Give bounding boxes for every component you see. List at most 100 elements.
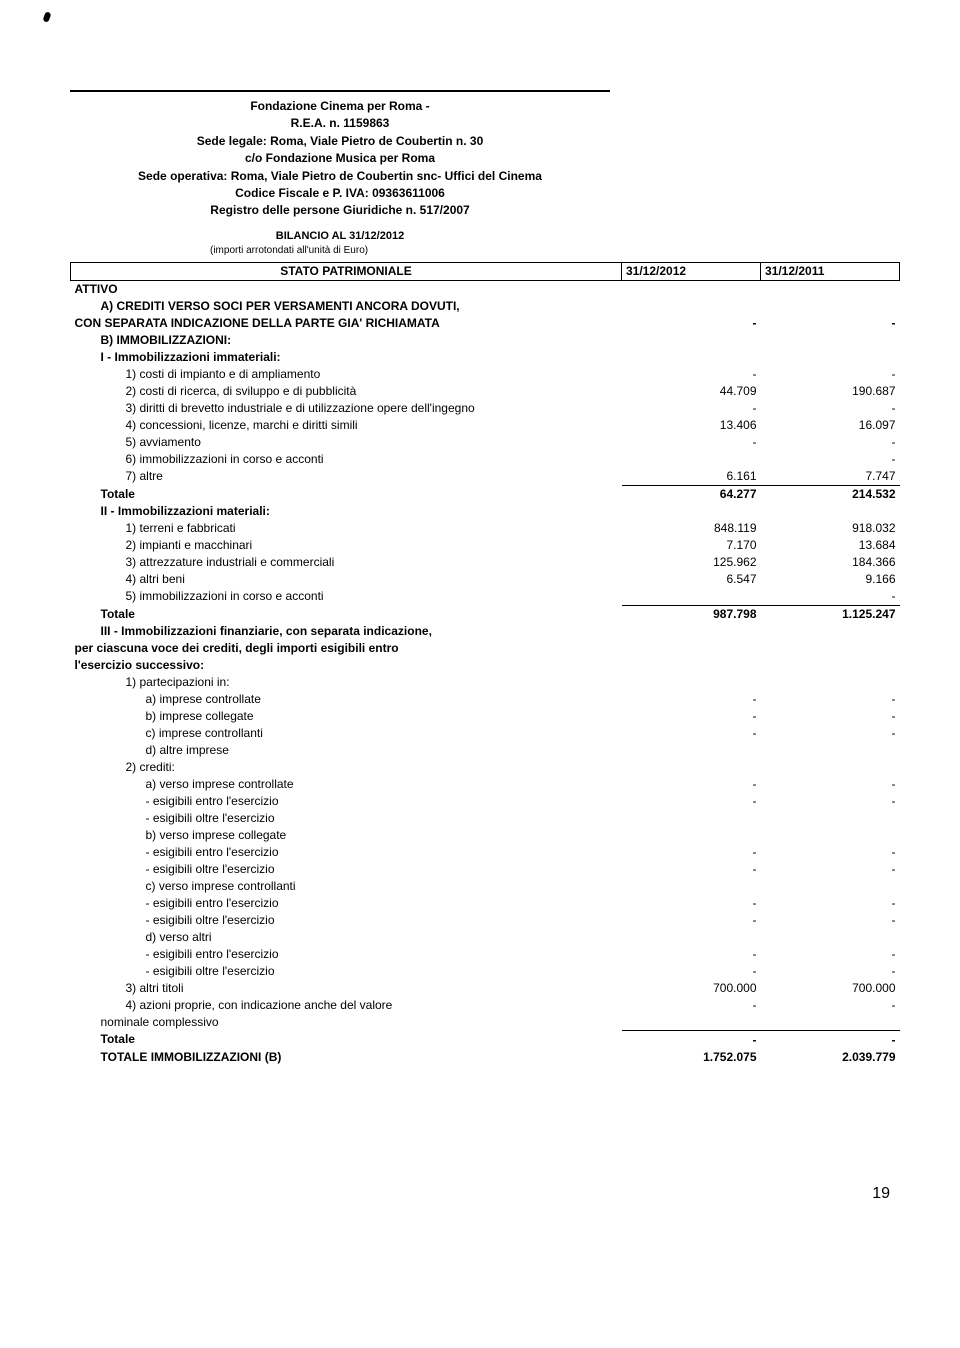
row-label: nominale complessivo bbox=[71, 1014, 622, 1031]
row-value-2011: - bbox=[761, 963, 900, 980]
table-row: 1) terreni e fabbricati848.119918.032 bbox=[71, 520, 900, 537]
col-date-1: 31/12/2012 bbox=[622, 262, 761, 280]
row-label: 3) attrezzature industriali e commercial… bbox=[71, 554, 622, 571]
row-label: III - Immobilizzazioni finanziarie, con … bbox=[71, 623, 622, 640]
row-value-2012 bbox=[622, 810, 761, 827]
row-value-2012 bbox=[622, 623, 761, 640]
row-value-2011: 9.166 bbox=[761, 571, 900, 588]
row-value-2012: 7.170 bbox=[622, 537, 761, 554]
header-rule bbox=[70, 90, 610, 92]
row-value-2012: 6.547 bbox=[622, 571, 761, 588]
row-label: B) IMMOBILIZZAZIONI: bbox=[71, 332, 622, 349]
row-value-2012: - bbox=[622, 776, 761, 793]
header-line: R.E.A. n. 1159863 bbox=[70, 115, 610, 132]
row-label: 5) avviamento bbox=[71, 434, 622, 451]
row-value-2011: - bbox=[761, 691, 900, 708]
row-value-2011 bbox=[761, 640, 900, 657]
header-line: Codice Fiscale e P. IVA: 09363611006 bbox=[70, 185, 610, 202]
row-value-2011: - bbox=[761, 366, 900, 383]
table-row: 1) costi di impianto e di ampliamento-- bbox=[71, 366, 900, 383]
row-value-2012 bbox=[622, 878, 761, 895]
row-value-2012 bbox=[622, 640, 761, 657]
table-row: B) IMMOBILIZZAZIONI: bbox=[71, 332, 900, 349]
row-label: - esigibili oltre l'esercizio bbox=[71, 810, 622, 827]
row-value-2011 bbox=[761, 1014, 900, 1031]
table-row: - esigibili entro l'esercizio-- bbox=[71, 793, 900, 810]
row-value-2012 bbox=[622, 759, 761, 776]
row-label: 1) terreni e fabbricati bbox=[71, 520, 622, 537]
col-title: STATO PATRIMONIALE bbox=[71, 262, 622, 280]
row-label: 3) diritti di brevetto industriale e di … bbox=[71, 400, 622, 417]
row-value-2012: 848.119 bbox=[622, 520, 761, 537]
row-value-2012 bbox=[622, 332, 761, 349]
row-value-2011: 16.097 bbox=[761, 417, 900, 434]
row-value-2011 bbox=[761, 742, 900, 759]
row-value-2012: - bbox=[622, 400, 761, 417]
row-value-2012: 64.277 bbox=[622, 485, 761, 503]
row-value-2011: 700.000 bbox=[761, 980, 900, 997]
balance-subtitle: (importi arrotondati all'unità di Euro) bbox=[70, 245, 610, 256]
table-row: Totale987.7981.125.247 bbox=[71, 605, 900, 623]
row-value-2012: 44.709 bbox=[622, 383, 761, 400]
row-label: 1) partecipazioni in: bbox=[71, 674, 622, 691]
row-value-2012 bbox=[622, 674, 761, 691]
table-row: 7) altre6.1617.747 bbox=[71, 468, 900, 486]
row-value-2011: - bbox=[761, 776, 900, 793]
row-value-2012: - bbox=[622, 691, 761, 708]
row-value-2011 bbox=[761, 332, 900, 349]
row-label: 5) immobilizzazioni in corso e acconti bbox=[71, 588, 622, 606]
table-header-row: STATO PATRIMONIALE 31/12/2012 31/12/2011 bbox=[71, 262, 900, 280]
row-value-2011 bbox=[761, 298, 900, 315]
row-value-2011: 2.039.779 bbox=[761, 1048, 900, 1065]
table-row: 4) concessioni, licenze, marchi e diritt… bbox=[71, 417, 900, 434]
table-row: ATTIVO bbox=[71, 280, 900, 298]
row-label: - esigibili oltre l'esercizio bbox=[71, 861, 622, 878]
table-row: 1) partecipazioni in: bbox=[71, 674, 900, 691]
row-value-2011: - bbox=[761, 844, 900, 861]
row-label: TOTALE IMMOBILIZZAZIONI (B) bbox=[71, 1048, 622, 1065]
row-value-2012: 125.962 bbox=[622, 554, 761, 571]
row-value-2012 bbox=[622, 349, 761, 366]
table-row: Totale64.277214.532 bbox=[71, 485, 900, 503]
row-value-2011: 214.532 bbox=[761, 485, 900, 503]
row-value-2012: 6.161 bbox=[622, 468, 761, 486]
row-label: 4) azioni proprie, con indicazione anche… bbox=[71, 997, 622, 1014]
row-value-2012 bbox=[622, 827, 761, 844]
row-label: l'esercizio successivo: bbox=[71, 657, 622, 674]
table-row: A) CREDITI VERSO SOCI PER VERSAMENTI ANC… bbox=[71, 298, 900, 315]
row-value-2011 bbox=[761, 503, 900, 520]
row-value-2011: 918.032 bbox=[761, 520, 900, 537]
row-value-2012 bbox=[622, 742, 761, 759]
balance-date: BILANCIO AL 31/12/2012 bbox=[70, 230, 610, 242]
table-row: l'esercizio successivo: bbox=[71, 657, 900, 674]
row-value-2012: - bbox=[622, 946, 761, 963]
table-row: - esigibili oltre l'esercizio-- bbox=[71, 963, 900, 980]
table-row: TOTALE IMMOBILIZZAZIONI (B)1.752.0752.03… bbox=[71, 1048, 900, 1065]
row-value-2012: - bbox=[622, 963, 761, 980]
row-value-2012 bbox=[622, 503, 761, 520]
row-value-2011: - bbox=[761, 434, 900, 451]
row-value-2012: 700.000 bbox=[622, 980, 761, 997]
balance-sheet-table: STATO PATRIMONIALE 31/12/2012 31/12/2011… bbox=[70, 262, 900, 1066]
table-row: b) verso imprese collegate bbox=[71, 827, 900, 844]
row-label: - esigibili entro l'esercizio bbox=[71, 895, 622, 912]
row-value-2011: - bbox=[761, 912, 900, 929]
header-line: c/o Fondazione Musica per Roma bbox=[70, 150, 610, 167]
row-value-2011 bbox=[761, 929, 900, 946]
table-row: 2) costi di ricerca, di sviluppo e di pu… bbox=[71, 383, 900, 400]
row-label: b) verso imprese collegate bbox=[71, 827, 622, 844]
header-line: Sede operativa: Roma, Viale Pietro de Co… bbox=[70, 168, 610, 185]
row-label: d) verso altri bbox=[71, 929, 622, 946]
row-value-2012: - bbox=[622, 997, 761, 1014]
row-value-2012 bbox=[622, 298, 761, 315]
row-label: 6) immobilizzazioni in corso e acconti bbox=[71, 451, 622, 468]
row-label: d) altre imprese bbox=[71, 742, 622, 759]
table-row: - esigibili entro l'esercizio-- bbox=[71, 895, 900, 912]
row-value-2011: - bbox=[761, 793, 900, 810]
row-value-2012 bbox=[622, 451, 761, 468]
row-label: c) imprese controllanti bbox=[71, 725, 622, 742]
row-label: CON SEPARATA INDICAZIONE DELLA PARTE GIA… bbox=[71, 315, 622, 332]
row-value-2011 bbox=[761, 827, 900, 844]
row-value-2011: - bbox=[761, 1031, 900, 1049]
table-row: 6) immobilizzazioni in corso e acconti- bbox=[71, 451, 900, 468]
